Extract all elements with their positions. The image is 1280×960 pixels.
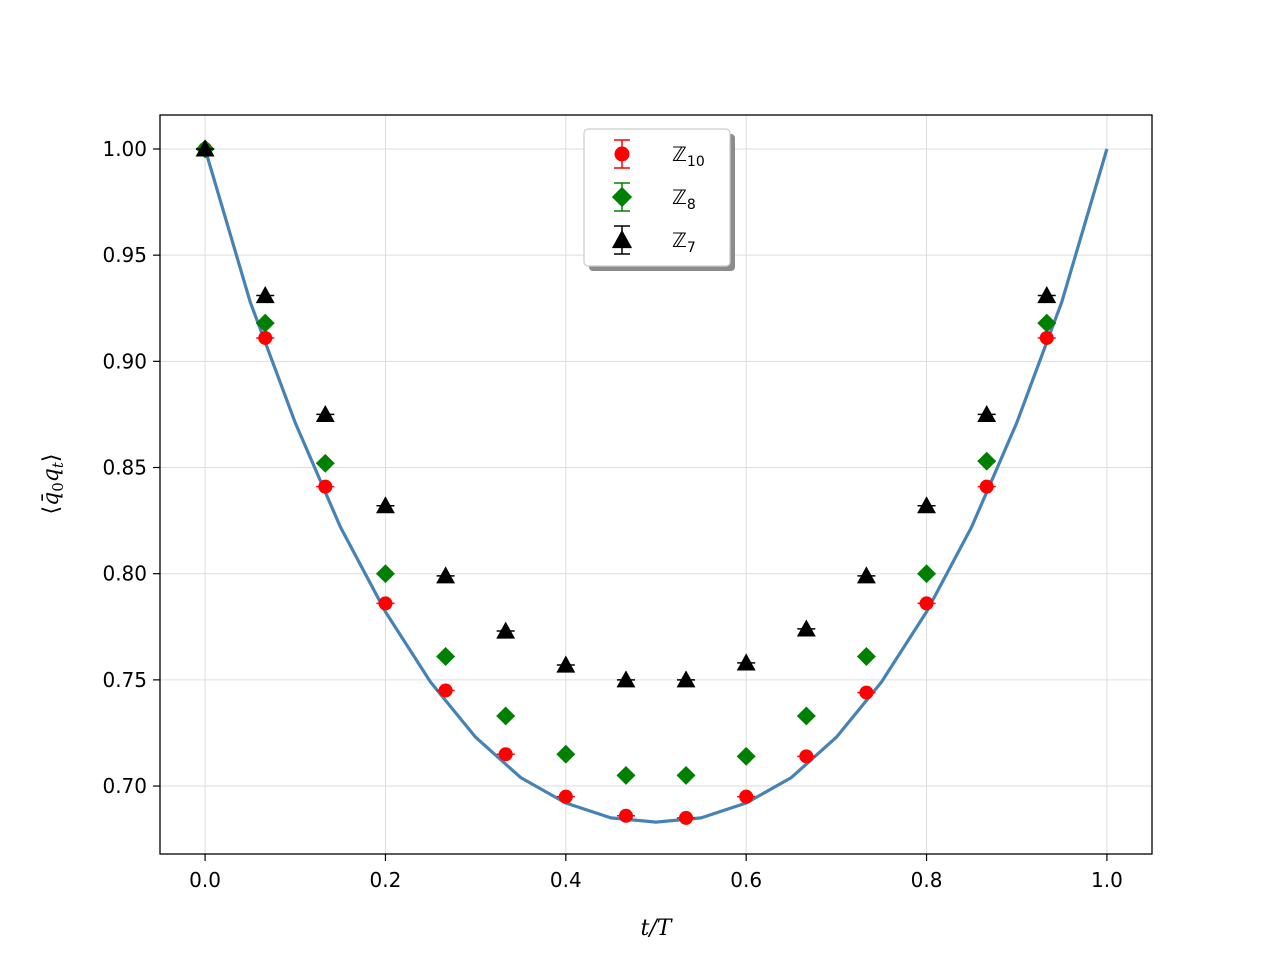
data-point-circle: [739, 789, 754, 804]
data-point-diamond: [796, 706, 816, 726]
data-point-circle: [558, 789, 573, 804]
axis-label-part: t/T: [641, 916, 674, 941]
x-tick-label: 0.8: [911, 868, 943, 892]
data-points: [195, 139, 1057, 825]
legend-label: ℤ7: [672, 228, 696, 256]
data-point-diamond: [676, 765, 696, 785]
data-point-circle: [979, 479, 994, 494]
data-point-diamond: [255, 313, 275, 333]
data-point-circle: [1039, 330, 1054, 345]
y-tick-label: 1.00: [102, 137, 147, 161]
data-point-circle: [859, 685, 874, 700]
data-point-circle: [799, 749, 814, 764]
data-point-circle: [258, 330, 273, 345]
x-axis-label: t/T: [641, 916, 674, 941]
axis-label-part: ⟨: [39, 506, 64, 515]
data-point-diamond: [556, 744, 576, 764]
axis-label-part: 0: [49, 482, 67, 492]
data-point-circle: [498, 747, 513, 762]
series-diamond: [195, 139, 1057, 785]
data-point-triangle: [736, 653, 756, 671]
legend-label-subscript: 10: [687, 154, 705, 170]
legend-marker-diamond: [611, 186, 633, 208]
axis-label-part: q̄: [39, 492, 64, 506]
legend-label-subscript: 8: [687, 197, 696, 213]
x-tick-label: 0.6: [730, 868, 762, 892]
data-point-triangle: [1037, 286, 1057, 304]
data-point-triangle: [255, 286, 275, 304]
data-point-circle: [679, 810, 694, 825]
legend-label-subscript: 7: [687, 240, 696, 256]
y-axis-label: ⟨q̄0qt⟩: [39, 454, 67, 515]
legend-marker-triangle: [611, 229, 633, 249]
y-tick-label: 0.70: [102, 774, 147, 798]
legend-box: [583, 128, 731, 267]
data-point-triangle: [436, 566, 456, 584]
y-tick-label: 0.80: [102, 562, 147, 586]
data-point-diamond: [315, 453, 335, 473]
data-point-triangle: [376, 496, 395, 514]
axis-label-part: ⟩: [39, 454, 64, 463]
data-point-circle: [919, 596, 934, 611]
data-point-diamond: [1037, 313, 1057, 333]
data-point-circle: [438, 683, 453, 698]
data-point-triangle: [556, 655, 576, 673]
axis-ticks: 0.0 0.2 0.4 0.6 0.8 1.0 0.70 0.75 0.80 0.85 0.90 0.…: [102, 137, 1122, 892]
data-point-triangle: [676, 670, 696, 688]
x-tick-label: 0.0: [189, 868, 221, 892]
data-point-diamond: [616, 765, 636, 785]
x-tick-label: 1.0: [1091, 868, 1123, 892]
data-point-triangle: [616, 670, 636, 688]
axis-label-part: q: [39, 468, 64, 482]
data-point-diamond: [736, 746, 756, 766]
data-point-diamond: [436, 647, 456, 666]
fit-curve-group: [203, 148, 1109, 824]
y-tick-label: 0.85: [102, 456, 147, 480]
y-tick-label: 0.75: [102, 668, 147, 692]
axis-label-part: t: [49, 461, 67, 468]
data-point-diamond: [376, 564, 395, 584]
data-point-triangle: [496, 621, 516, 639]
data-point-triangle: [856, 566, 876, 584]
data-point-triangle: [195, 139, 215, 157]
data-point-diamond: [496, 706, 516, 726]
data-point-circle: [618, 808, 633, 823]
data-point-triangle: [977, 404, 997, 422]
y-tick-label: 0.90: [102, 349, 147, 373]
data-point-triangle: [917, 496, 936, 514]
data-point-triangle: [796, 619, 816, 637]
data-point-diamond: [977, 451, 997, 471]
legend-label-base: ℤ: [672, 142, 687, 166]
x-tick-label: 0.4: [550, 868, 582, 892]
x-tick-label: 0.2: [370, 868, 402, 892]
data-point-diamond: [917, 564, 936, 584]
data-point-triangle: [315, 404, 335, 422]
series-circle: [196, 141, 1056, 825]
fit-curve: [203, 148, 1109, 824]
plot-frame: [159, 114, 1153, 855]
legend-label: ℤ10: [672, 142, 705, 170]
data-point-diamond: [856, 647, 876, 666]
data-point-circle: [318, 479, 333, 494]
y-tick-label: 0.95: [102, 243, 147, 267]
series-triangle: [195, 139, 1057, 688]
legend-label: ℤ8: [672, 185, 696, 213]
legend-label-base: ℤ: [672, 228, 687, 252]
legend-label-base: ℤ: [672, 185, 687, 209]
legend-marker-circle: [614, 146, 630, 162]
data-point-circle: [378, 596, 393, 611]
